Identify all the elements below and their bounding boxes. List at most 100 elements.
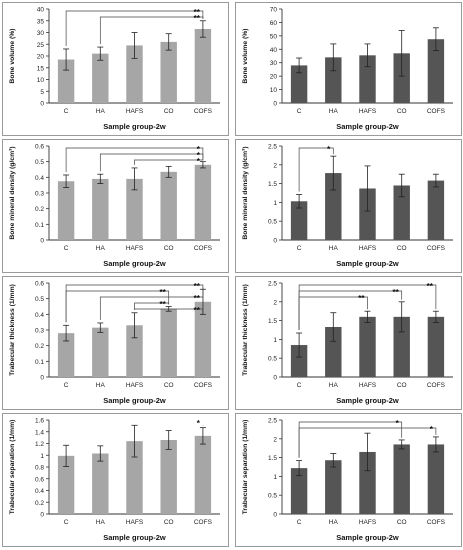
significance-bracket — [65, 10, 204, 46]
x-tick-label: HA — [96, 519, 106, 526]
significance-bracket — [134, 302, 170, 310]
x-tick-label: HAFS — [359, 382, 377, 389]
panel-frame — [235, 413, 462, 547]
chart-panel: 0 0.1 0.2 0.3 0.4 0.5 0.6 C HA HAFS CO COFS ** ** ** **… — [2, 276, 229, 410]
x-tick-label: CO — [164, 108, 174, 115]
x-tick-label: COFS — [194, 382, 213, 389]
bar — [359, 188, 376, 240]
significance-label: * — [197, 151, 201, 160]
y-tick-label: 1.5 — [268, 181, 277, 188]
x-tick-label: CO — [397, 382, 407, 389]
x-tick-label: COFS — [427, 519, 446, 526]
bar — [92, 327, 109, 377]
bar — [427, 39, 445, 103]
y-tick-label: 40 — [37, 7, 45, 14]
x-tick-label: HAFS — [126, 108, 144, 115]
significance-bracket — [65, 290, 170, 323]
x-axis-label: Sample group-2w — [336, 259, 399, 268]
x-tick-label: CO — [164, 519, 174, 526]
bar — [325, 173, 342, 240]
y-axis-label: Bone mineral density (g/cm³) — [242, 146, 249, 239]
significance-bracket — [134, 287, 204, 310]
y-tick-label: 0 — [40, 375, 44, 382]
significance-label: * — [396, 419, 400, 428]
bar — [160, 439, 177, 514]
significance-label: ** — [427, 282, 434, 291]
bar — [57, 455, 75, 514]
y-tick-label: 30 — [270, 60, 278, 67]
chart-panel: 0 10 20 30 40 50 60 70 C HA HAFS CO COFS Sample group… — [235, 2, 462, 136]
significance-bracket — [99, 153, 204, 172]
x-axis-label: Sample group-2w — [103, 533, 166, 542]
bar — [194, 164, 212, 240]
x-tick-label: COFS — [427, 108, 446, 115]
significance-bracket — [134, 159, 204, 165]
bar — [427, 316, 445, 377]
y-tick-label: 0.4 — [35, 175, 44, 182]
y-tick-label: 0.6 — [35, 144, 44, 151]
x-tick-label: HA — [329, 519, 339, 526]
x-tick-label: HAFS — [359, 108, 377, 115]
bar — [194, 301, 212, 377]
y-tick-label: 30 — [37, 30, 45, 37]
bar — [325, 460, 342, 514]
y-tick-label: 10 — [270, 87, 278, 94]
y-tick-label: 10 — [37, 77, 45, 84]
x-tick-label: HA — [96, 382, 106, 389]
bar — [92, 53, 109, 103]
x-tick-label: HAFS — [126, 519, 144, 526]
x-tick-label: CO — [397, 245, 407, 252]
bar — [92, 453, 109, 514]
y-axis-label: Trabecular separation (1/mm) — [242, 420, 249, 515]
significance-label: * — [197, 145, 201, 154]
bar — [427, 180, 445, 240]
y-tick-label: 0.1 — [35, 359, 44, 366]
bar — [92, 178, 109, 240]
bar — [160, 171, 177, 240]
significance-label: ** — [194, 282, 201, 291]
y-tick-label: 0.2 — [35, 500, 44, 507]
bar — [160, 308, 177, 377]
y-axis-label: Trabecular thickness (1/mm) — [9, 284, 16, 376]
significance-label: ** — [392, 288, 399, 297]
significance-bracket — [298, 147, 334, 192]
y-tick-label: 0.3 — [35, 191, 44, 198]
y-tick-label: 0 — [273, 238, 277, 245]
x-tick-label: HAFS — [359, 245, 377, 252]
x-axis-label: Sample group-2w — [103, 259, 166, 268]
x-tick-label: C — [64, 382, 69, 389]
x-tick-label: COFS — [194, 108, 213, 115]
chart-panel: 0 5 10 15 20 25 30 35 40 C HA HAFS CO COFS **** Sample … — [2, 2, 229, 136]
y-tick-label: 1.2 — [35, 441, 44, 448]
bar — [290, 468, 308, 514]
bar — [290, 65, 308, 103]
bar — [393, 185, 410, 240]
y-tick-label: 40 — [270, 47, 278, 54]
y-tick-label: 2.5 — [268, 281, 277, 288]
x-tick-label: CO — [397, 519, 407, 526]
y-tick-label: 2.5 — [268, 418, 277, 425]
y-tick-label: 2 — [273, 162, 277, 169]
significance-label: * — [430, 425, 434, 434]
x-tick-label: HA — [329, 108, 339, 115]
y-tick-label: 0.5 — [35, 159, 44, 166]
x-tick-label: C — [297, 245, 302, 252]
y-tick-label: 2.5 — [268, 144, 277, 151]
significance-label: * — [197, 419, 201, 428]
y-tick-label: 70 — [270, 7, 278, 14]
chart-panel: 00.10.20.30.40.50.6C HA HAFS CO COFS***Sampl… — [2, 139, 229, 273]
y-tick-label: 0.8 — [35, 465, 44, 472]
y-tick-label: 0.4 — [35, 312, 44, 319]
significance-label: ** — [194, 14, 201, 23]
y-axis-label: Bone volume (%) — [9, 28, 16, 83]
x-axis-label: Sample group-2w — [103, 122, 166, 131]
y-tick-label: 0.2 — [35, 343, 44, 350]
x-tick-label: C — [64, 519, 69, 526]
y-tick-label: 20 — [270, 74, 278, 81]
y-tick-label: 50 — [270, 33, 278, 40]
panel-frame — [2, 276, 229, 410]
y-tick-label: 0.3 — [35, 328, 44, 335]
y-tick-label: 0.2 — [35, 206, 44, 213]
x-axis-label: Sample group-2w — [336, 122, 399, 131]
x-tick-label: HA — [96, 108, 106, 115]
